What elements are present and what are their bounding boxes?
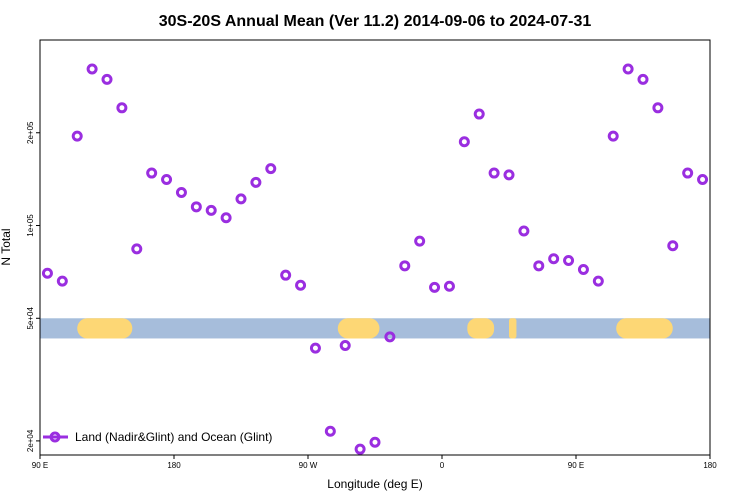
- data-point: [533, 260, 545, 272]
- y-tick-label: 2e+05: [26, 121, 35, 144]
- plot-frame: [39, 39, 711, 456]
- data-point: [503, 169, 515, 181]
- data-point: [220, 212, 232, 224]
- y-tick-label: 5e+04: [26, 306, 35, 329]
- data-point: [548, 253, 560, 265]
- data-point: [682, 167, 694, 179]
- data-point: [235, 193, 247, 205]
- data-point: [697, 174, 709, 186]
- y-tick-label: 1e+05: [26, 214, 35, 237]
- data-point: [592, 275, 604, 287]
- data-point: [473, 108, 485, 120]
- data-point: [41, 267, 53, 279]
- x-axis-label: Longitude (deg E): [327, 477, 422, 491]
- x-axis: 90 E 180 90 W 0 90 E 180: [32, 455, 717, 470]
- data-point: [667, 240, 679, 252]
- data-point: [399, 260, 411, 272]
- land-segment: [77, 318, 133, 339]
- data-points: [41, 63, 709, 455]
- data-point: [369, 436, 381, 448]
- data-point: [443, 280, 455, 292]
- data-point: [458, 136, 470, 148]
- data-point: [71, 130, 83, 142]
- legend: Land (Nadir&Glint) and Ocean (Glint): [43, 430, 272, 444]
- legend-marker: [49, 431, 61, 443]
- data-point: [101, 73, 113, 85]
- data-point: [414, 235, 426, 247]
- data-point: [190, 201, 202, 213]
- data-point: [86, 63, 98, 75]
- data-point: [652, 102, 664, 114]
- data-point: [56, 275, 68, 287]
- data-point: [295, 279, 307, 291]
- data-point: [577, 263, 589, 275]
- land-segment: [467, 318, 495, 339]
- data-point: [607, 130, 619, 142]
- land-segment: [337, 318, 380, 339]
- data-point: [563, 254, 575, 266]
- land-segment: [616, 318, 673, 339]
- x-tick-label: 0: [440, 461, 445, 470]
- data-point: [622, 63, 634, 75]
- x-tick-label: 90 E: [32, 461, 48, 470]
- data-point: [175, 186, 187, 198]
- x-tick-label: 90 W: [299, 461, 318, 470]
- legend-label: Land (Nadir&Glint) and Ocean (Glint): [75, 430, 272, 444]
- x-tick-label: 90 E: [568, 461, 584, 470]
- y-axis-label: N Total: [0, 228, 13, 265]
- y-axis: 2e+04 5e+04 1e+05 2e+05: [26, 121, 40, 452]
- data-point: [131, 243, 143, 255]
- data-point: [205, 204, 217, 216]
- x-tick-label: 180: [703, 461, 717, 470]
- data-point: [637, 73, 649, 85]
- x-tick-label: 180: [167, 461, 181, 470]
- land-segment: [509, 318, 517, 339]
- data-point: [250, 176, 262, 188]
- land-ocean-band: [40, 318, 710, 339]
- chart-title: 30S-20S Annual Mean (Ver 11.2) 2014-09-0…: [159, 13, 592, 30]
- data-point: [265, 163, 277, 175]
- data-point: [280, 269, 292, 281]
- data-point: [339, 339, 351, 351]
- y-tick-label: 2e+04: [26, 429, 35, 452]
- data-point: [309, 342, 321, 354]
- data-point: [488, 167, 500, 179]
- data-point: [161, 174, 173, 186]
- data-point: [384, 331, 396, 343]
- data-point: [518, 225, 530, 237]
- data-point: [116, 102, 128, 114]
- data-point: [146, 167, 158, 179]
- data-point: [429, 281, 441, 293]
- data-point: [354, 443, 366, 455]
- data-point: [324, 425, 336, 437]
